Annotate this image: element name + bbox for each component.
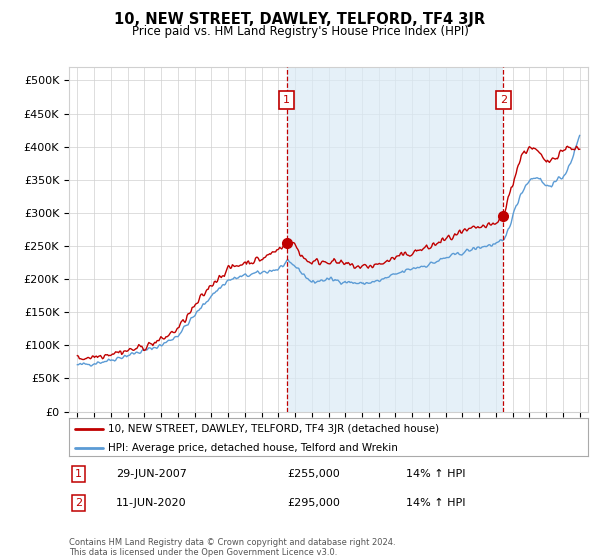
Text: Price paid vs. HM Land Registry's House Price Index (HPI): Price paid vs. HM Land Registry's House …: [131, 25, 469, 38]
Text: 10, NEW STREET, DAWLEY, TELFORD, TF4 3JR (detached house): 10, NEW STREET, DAWLEY, TELFORD, TF4 3JR…: [108, 424, 439, 434]
Text: 2: 2: [500, 95, 507, 105]
Text: HPI: Average price, detached house, Telford and Wrekin: HPI: Average price, detached house, Telf…: [108, 443, 398, 453]
Text: 1: 1: [283, 95, 290, 105]
Text: £295,000: £295,000: [287, 498, 340, 508]
Text: 11-JUN-2020: 11-JUN-2020: [116, 498, 187, 508]
Bar: [287, 67, 503, 412]
Text: 1: 1: [75, 469, 82, 479]
Text: 2: 2: [75, 498, 82, 508]
Text: 14% ↑ HPI: 14% ↑ HPI: [406, 498, 466, 508]
Text: 29-JUN-2007: 29-JUN-2007: [116, 469, 187, 479]
Text: 10, NEW STREET, DAWLEY, TELFORD, TF4 3JR: 10, NEW STREET, DAWLEY, TELFORD, TF4 3JR: [115, 12, 485, 27]
Text: £255,000: £255,000: [287, 469, 340, 479]
Text: 14% ↑ HPI: 14% ↑ HPI: [406, 469, 466, 479]
Text: Contains HM Land Registry data © Crown copyright and database right 2024.
This d: Contains HM Land Registry data © Crown c…: [69, 538, 395, 557]
